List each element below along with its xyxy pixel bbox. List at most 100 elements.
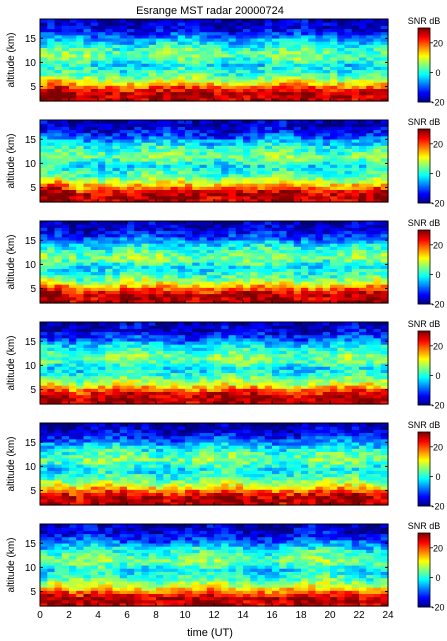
colorbar-swatch <box>418 138 430 141</box>
heatmap-cell <box>293 227 302 232</box>
heatmap-cell <box>127 277 135 282</box>
heatmap-cell <box>40 221 48 225</box>
heatmap-cell <box>134 161 143 165</box>
heatmap-cell <box>293 255 302 260</box>
heatmap-cell <box>134 230 143 235</box>
heatmap-cell <box>90 243 99 247</box>
heatmap-cell <box>199 378 208 383</box>
heatmap-cell <box>366 350 375 355</box>
heatmap-cell <box>257 19 266 23</box>
heatmap-cell <box>308 56 317 61</box>
heatmap-cell <box>235 60 244 64</box>
heatmap-cell <box>235 246 244 250</box>
heatmap-cell <box>148 170 157 175</box>
heatmap-cell <box>112 262 121 266</box>
heatmap-cell <box>228 44 237 48</box>
heatmap-cell <box>185 66 193 71</box>
heatmap-cell <box>257 262 266 266</box>
heatmap-cell <box>301 142 309 146</box>
heatmap-cell <box>199 400 208 405</box>
heatmap-cell <box>301 363 309 367</box>
heatmap-cell <box>272 148 280 153</box>
heatmap-cell <box>293 239 302 244</box>
heatmap-cell <box>214 75 222 80</box>
heatmap-cell <box>243 391 251 396</box>
heatmap-cell <box>235 97 244 102</box>
heatmap-cell <box>337 280 346 285</box>
heatmap-cell <box>221 391 230 396</box>
heatmap-cell <box>192 400 201 405</box>
heatmap-cell <box>380 63 389 67</box>
heatmap-cell <box>177 126 186 131</box>
heatmap-cell <box>76 268 85 273</box>
heatmap-cell <box>228 372 237 377</box>
heatmap-cell <box>206 44 215 48</box>
heatmap-cell <box>141 50 150 55</box>
heatmap-cell <box>351 293 360 298</box>
heatmap-cell <box>337 293 346 298</box>
heatmap-cell <box>301 271 309 276</box>
heatmap-cell <box>105 369 114 374</box>
heatmap-cell <box>47 262 56 266</box>
heatmap-cell <box>351 246 360 250</box>
heatmap-cell <box>148 82 157 86</box>
heatmap-cell <box>199 154 208 159</box>
heatmap-cell <box>177 381 186 386</box>
heatmap-cell <box>177 271 186 276</box>
heatmap-cell <box>308 69 317 74</box>
heatmap-cell <box>199 239 208 244</box>
heatmap-cell <box>272 25 280 30</box>
heatmap-cell <box>148 388 157 392</box>
heatmap-cell <box>380 94 389 99</box>
heatmap-cell <box>351 236 360 241</box>
heatmap-cell <box>83 246 92 250</box>
heatmap-cell <box>257 252 266 257</box>
heatmap-cell <box>308 385 317 389</box>
heatmap-cell <box>351 179 360 184</box>
heatmap-cell <box>47 63 56 67</box>
heatmap-cell <box>199 145 208 149</box>
heatmap-cell <box>221 41 230 45</box>
heatmap-cell <box>170 50 179 55</box>
heatmap-cell <box>228 183 237 187</box>
heatmap-cell <box>351 350 360 355</box>
heatmap-cell <box>156 366 164 370</box>
heatmap-cell <box>301 72 309 77</box>
heatmap-cell <box>380 85 389 89</box>
heatmap-cell <box>351 378 360 383</box>
heatmap-cell <box>293 287 302 291</box>
heatmap-cell <box>337 350 346 355</box>
heatmap-cell <box>279 236 288 241</box>
heatmap-cell <box>170 290 179 295</box>
heatmap-cell <box>257 366 266 370</box>
heatmap-cell <box>54 85 63 89</box>
heatmap-cell <box>127 243 135 247</box>
heatmap-cell <box>98 239 106 244</box>
heatmap-cell <box>344 148 353 153</box>
heatmap-cell <box>185 50 193 55</box>
heatmap-cell <box>330 82 338 86</box>
heatmap-cell <box>228 344 237 348</box>
heatmap-cell <box>373 170 382 175</box>
heatmap-cell <box>134 236 143 241</box>
heatmap-cell <box>90 138 99 143</box>
heatmap-cell <box>250 72 259 77</box>
heatmap-cell <box>47 85 56 89</box>
heatmap-cell <box>359 19 367 23</box>
heatmap-cell <box>61 145 70 149</box>
heatmap-cell <box>206 388 215 392</box>
heatmap-cell <box>76 369 85 374</box>
heatmap-cell <box>301 148 309 153</box>
heatmap-cell <box>359 198 367 203</box>
heatmap-cell <box>83 369 92 374</box>
heatmap-cell <box>76 359 85 364</box>
heatmap-cell <box>76 347 85 351</box>
heatmap-cell <box>206 41 215 45</box>
heatmap-cell <box>83 388 92 392</box>
heatmap-cell <box>250 252 259 257</box>
heatmap-cell <box>257 400 266 405</box>
heatmap-cell <box>54 290 63 295</box>
heatmap-cell <box>119 78 128 83</box>
heatmap-cell <box>366 344 375 348</box>
heatmap-cell <box>156 75 164 80</box>
